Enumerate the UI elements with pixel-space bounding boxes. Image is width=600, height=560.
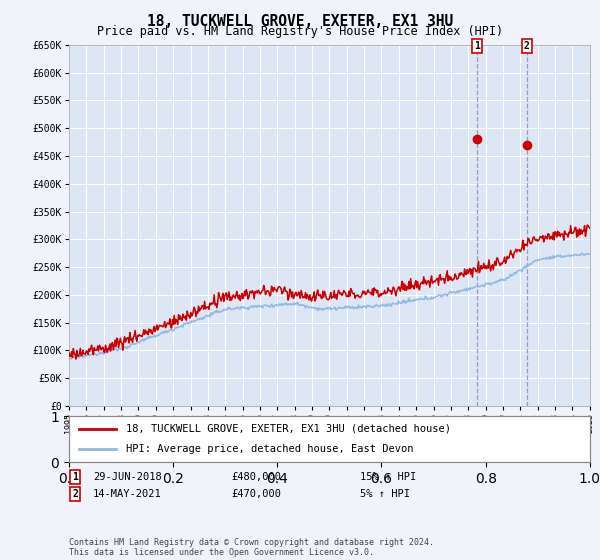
Text: 15% ↑ HPI: 15% ↑ HPI — [360, 472, 416, 482]
Text: 18, TUCKWELL GROVE, EXETER, EX1 3HU: 18, TUCKWELL GROVE, EXETER, EX1 3HU — [147, 14, 453, 29]
Text: 18, TUCKWELL GROVE, EXETER, EX1 3HU (detached house): 18, TUCKWELL GROVE, EXETER, EX1 3HU (det… — [126, 424, 451, 434]
Text: 1: 1 — [72, 472, 78, 482]
Text: 2: 2 — [524, 41, 530, 51]
Text: £470,000: £470,000 — [231, 489, 281, 499]
Text: 29-JUN-2018: 29-JUN-2018 — [93, 472, 162, 482]
Text: Price paid vs. HM Land Registry's House Price Index (HPI): Price paid vs. HM Land Registry's House … — [97, 25, 503, 38]
Text: 2: 2 — [72, 489, 78, 499]
Text: 5% ↑ HPI: 5% ↑ HPI — [360, 489, 410, 499]
Text: £480,000: £480,000 — [231, 472, 281, 482]
Text: Contains HM Land Registry data © Crown copyright and database right 2024.
This d: Contains HM Land Registry data © Crown c… — [69, 538, 434, 557]
Text: 1: 1 — [474, 41, 480, 51]
Text: HPI: Average price, detached house, East Devon: HPI: Average price, detached house, East… — [126, 444, 414, 454]
Text: 14-MAY-2021: 14-MAY-2021 — [93, 489, 162, 499]
